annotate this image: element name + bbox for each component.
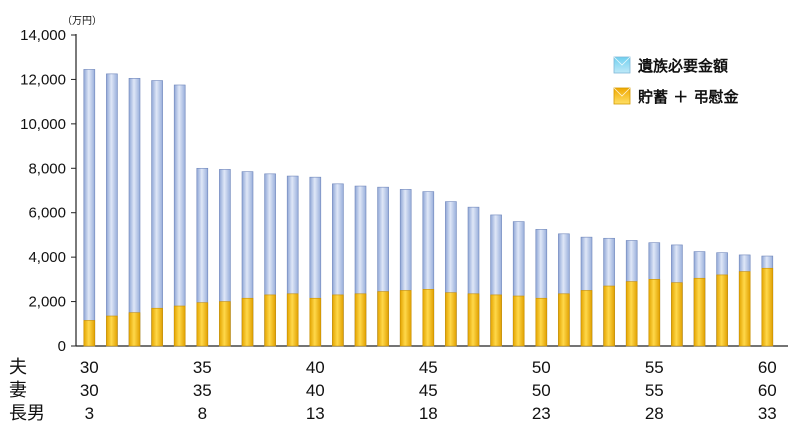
bar-need [106,73,118,347]
y-tick-label: 0 [58,338,66,355]
bar-savings [151,307,163,347]
bar-savings [512,295,525,347]
bar-savings [83,320,96,347]
bar-savings [648,279,661,347]
x-tick-label: 35 [193,381,212,400]
legend-swatch-need-bevel [613,56,631,66]
bar-savings [580,290,593,347]
bar-need [83,69,96,347]
bar-savings [399,290,412,347]
y-tick-label: 8,000 [28,160,66,177]
bar-savings [241,297,254,347]
bar-savings [558,293,570,347]
bar-savings [377,291,389,347]
bar-savings [716,274,728,347]
x-row-label: 夫 [9,357,27,378]
x-tick-label: 18 [419,404,438,423]
bar-savings [264,294,276,347]
bar-savings [490,294,502,347]
bar-savings [603,285,615,347]
bar-savings [671,282,683,347]
x-tick-label: 30 [80,358,99,377]
y-unit-label: （万円） [62,15,102,27]
x-tick-label: 60 [758,358,777,377]
bar-savings [445,292,457,347]
y-tick-label: 4,000 [28,249,66,266]
x-tick-label: 28 [645,404,664,423]
bar-savings [738,271,751,347]
bar-savings [354,293,367,347]
legend: 遺族必要金額 貯蓄 ＋ 弔慰金 [613,56,739,106]
x-tick-label: 23 [532,404,551,423]
x-row-label: 妻 [9,380,27,401]
legend-item-savings: 貯蓄 ＋ 弔慰金 [613,87,739,106]
bar-need [128,78,141,347]
bar-savings [309,297,322,347]
x-tick-label: 40 [306,358,325,377]
bar-savings [196,302,209,347]
bar-savings [286,293,299,347]
x-tick-label: 45 [419,358,438,377]
bar-group [83,69,774,347]
bar-savings [761,267,774,347]
x-row-label: 長男 [9,403,45,424]
x-tick-label: 40 [306,381,325,400]
x-tick-label: 55 [645,358,664,377]
bar-savings [467,293,480,347]
y-tick-label: 6,000 [28,205,66,222]
y-tick-label: 2,000 [28,294,66,311]
x-tick-label: 60 [758,381,777,400]
x-tick-label: 55 [645,381,664,400]
bar-savings [535,297,548,347]
x-tick-label: 8 [198,404,207,423]
x-rows-group: 夫 30 35 40 45 50 55 60 妻 30 35 40 45 50 55 60 長男 3 8 13 18 23… [9,357,777,424]
x-tick-label: 33 [758,404,777,423]
y-tick-group: 0 2,000 4,000 6,000 8,000 10,000 12,000 14,000 [20,27,76,355]
x-tick-label: 3 [85,404,94,423]
bar-savings [219,301,231,347]
x-tick-label: 45 [419,381,438,400]
legend-item-need: 遺族必要金額 [613,56,728,75]
y-tick-label: 10,000 [20,116,66,133]
x-tick-label: 13 [306,404,325,423]
bar-need [151,80,163,347]
legend-label-savings: 貯蓄 ＋ 弔慰金 [638,88,739,106]
x-tick-label: 50 [532,358,551,377]
bar-savings [106,315,118,347]
x-tick-label: 30 [80,381,99,400]
legend-swatch-savings-bevel [613,87,631,97]
bar-savings [625,281,638,347]
bar-savings [173,305,186,347]
bar-savings [332,294,344,347]
y-tick-label: 14,000 [20,27,66,44]
y-tick-label: 12,000 [20,71,66,88]
bar-savings [128,312,141,347]
bar-savings [422,289,435,347]
legend-label-need: 遺族必要金額 [637,57,728,75]
x-tick-label: 50 [532,381,551,400]
x-tick-label: 35 [193,358,212,377]
bar-savings [693,277,706,347]
